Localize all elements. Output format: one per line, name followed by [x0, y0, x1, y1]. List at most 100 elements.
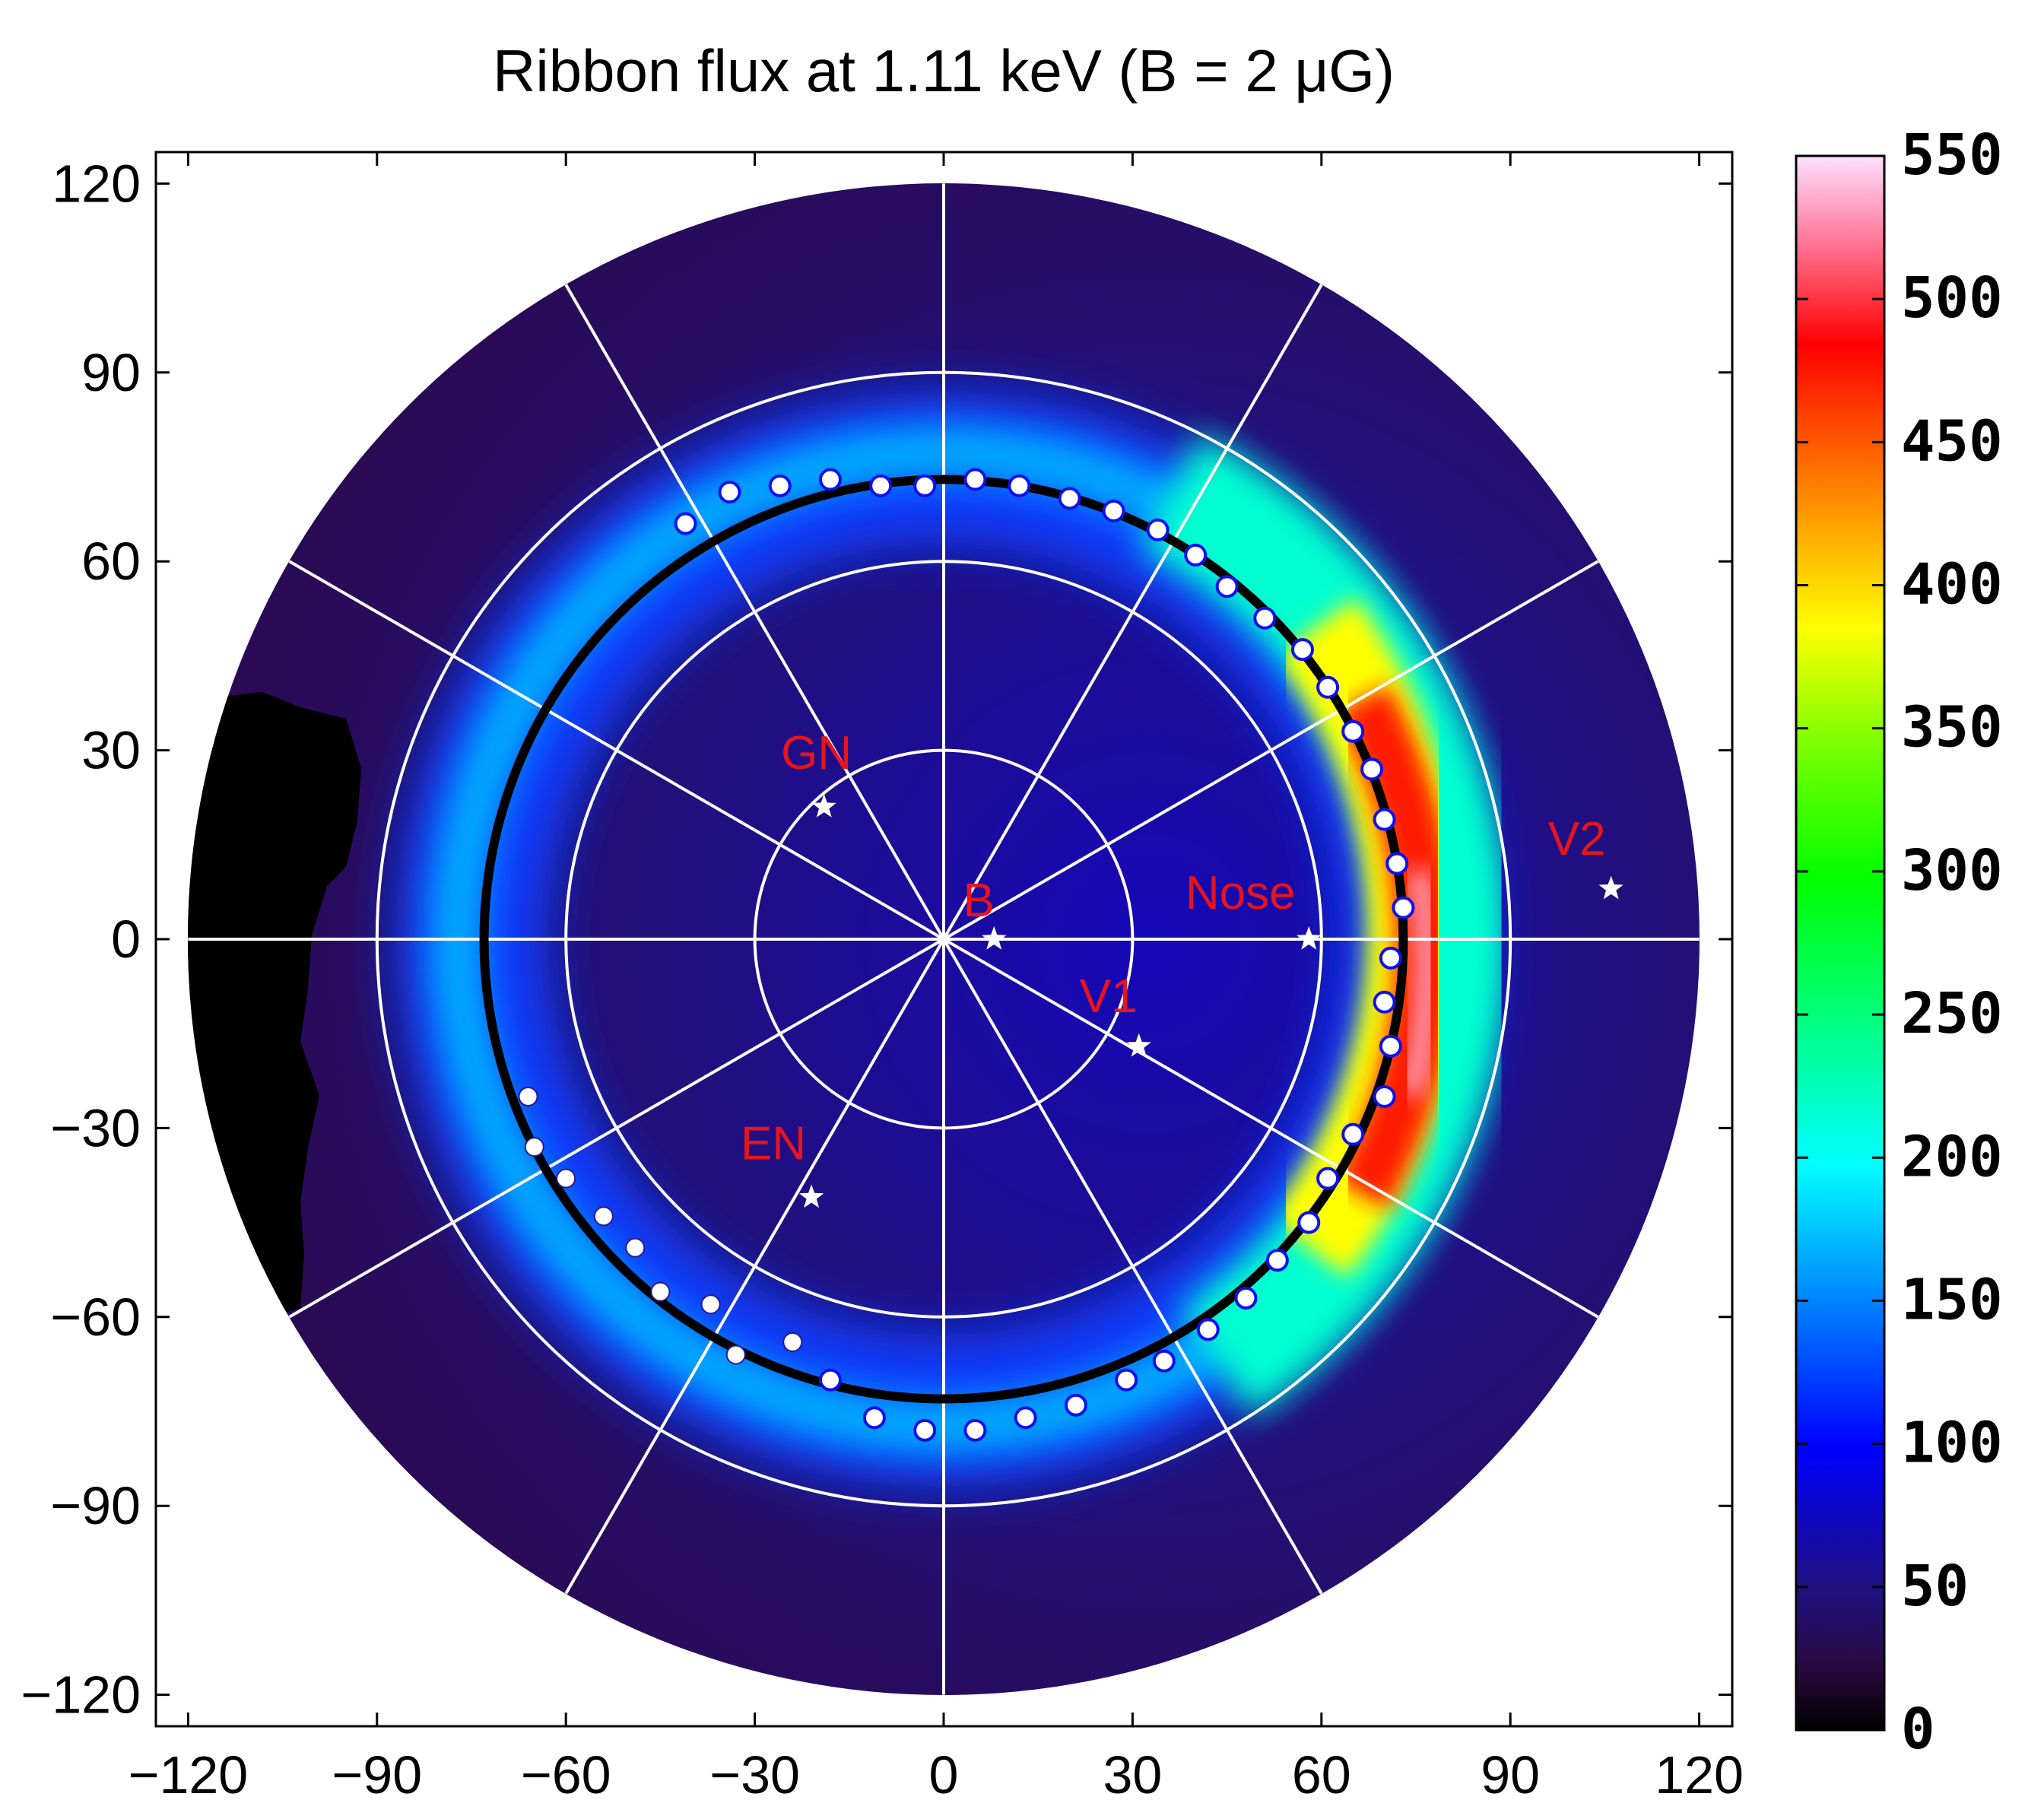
ribbon-point [1008, 474, 1031, 497]
ribbon-point-lower [625, 1237, 646, 1258]
colorbar-labels: 0 50 100 150 200 250 300 350 400 450 500 550 [1901, 122, 2003, 1762]
grid-spoke [943, 560, 1599, 941]
ribbon-point [1265, 1249, 1289, 1272]
y-tick-label: 90 [81, 343, 141, 402]
ribbon-point [1196, 1318, 1220, 1341]
grid-spoke [288, 938, 945, 1319]
chart-title: Ribbon flux at 1.11 keV (B = 2 μG) [493, 37, 1395, 104]
ribbon-point [1146, 518, 1170, 541]
ribbon-points [518, 468, 1415, 1442]
ribbon-point [913, 1418, 937, 1442]
ribbon-point [1341, 719, 1365, 743]
axis-ticks [156, 152, 1732, 1726]
ribbon-point [1058, 487, 1081, 510]
colorbar-tick-label: 300 [1901, 838, 2003, 903]
colorbar-tick-label: 400 [1901, 552, 2003, 617]
marker-label-v2: V2 [1548, 813, 1606, 865]
colorbar-tick-label: 150 [1901, 1267, 2003, 1332]
x-tick-label: 90 [1481, 1745, 1540, 1800]
colorbar-tick-label: 500 [1901, 265, 2003, 331]
ribbon-point [913, 474, 937, 497]
ribbon-point-lower [518, 1087, 538, 1106]
grid-spoke [942, 938, 1323, 1595]
colorbar-tick-label: 550 [1901, 122, 2003, 188]
ribbon-point-lower [650, 1281, 671, 1302]
grid-spoke [942, 938, 1599, 1319]
ribbon-point [1014, 1406, 1037, 1430]
grid-spoke [942, 284, 1323, 941]
y-tick-label: −60 [50, 1287, 141, 1347]
marker-star-v2 [1598, 875, 1623, 900]
marker-star-gn [811, 794, 836, 817]
ribbon-point [869, 474, 893, 497]
x-tick-label: −120 [129, 1745, 249, 1800]
ribbon-point [1379, 946, 1402, 970]
ribbon-point [1215, 575, 1239, 598]
colorbar-tick-label: 450 [1901, 408, 2003, 474]
y-tick-label: −120 [21, 1665, 141, 1725]
ribbon-point [768, 474, 792, 497]
ribbon-point [963, 1418, 987, 1442]
ribbon-point-lower [556, 1168, 576, 1189]
marker-star-b [982, 926, 1007, 950]
sky-markers: GN B Nose V1 EN V2 [741, 727, 1623, 1208]
ribbon-point [1373, 1085, 1396, 1108]
ribbon-point [1115, 1368, 1138, 1392]
ribbon-point [1379, 1034, 1402, 1058]
polar-grid [188, 183, 1700, 1695]
x-tick-label: 30 [1103, 1745, 1162, 1800]
ribbon-point-lower [700, 1294, 721, 1315]
ribbon-point [1184, 543, 1208, 567]
marker-star-v1 [1126, 1033, 1151, 1057]
ribbon-band-pink [1398, 868, 1440, 1099]
x-tick-label: 60 [1292, 1745, 1351, 1800]
colorbar-tick-label: 250 [1901, 981, 2003, 1046]
ribbon-point-lower [782, 1332, 803, 1352]
colorbar-tick-label: 100 [1901, 1411, 2003, 1476]
ribbon-point [1341, 1122, 1365, 1146]
ribbon-point [862, 1406, 886, 1430]
ribbon-point [1373, 990, 1396, 1014]
ribbon-point [1297, 1211, 1321, 1234]
y-tick-label: 60 [81, 532, 141, 591]
y-tick-labels: 120 90 60 30 0 −30 −60 −90 −120 [21, 154, 141, 1724]
y-tick-label: 30 [81, 721, 141, 780]
grid-spoke [288, 560, 944, 941]
colorbar-ticks [1796, 154, 1884, 1732]
ribbon-point-lower [524, 1137, 544, 1157]
ribbon-point [1316, 675, 1340, 699]
y-tick-label: −30 [50, 1098, 141, 1157]
ribbon-point [1360, 757, 1384, 781]
ribbon-fit-circle [479, 475, 1408, 1404]
ribbon-point [1253, 606, 1277, 630]
ribbon-point [674, 512, 697, 535]
x-tick-labels: −120 −90 −60 −30 0 30 60 90 120 [129, 1745, 1744, 1800]
ribbon-point [1234, 1286, 1258, 1310]
marker-star-nose [1297, 926, 1322, 950]
ribbon-point [1373, 808, 1396, 831]
ribbon-point [1102, 499, 1125, 522]
colorbar-tick-label: 350 [1901, 695, 2003, 760]
ribbon-point [818, 468, 842, 491]
ribbon-point [1385, 852, 1409, 875]
ribbon-point [963, 468, 987, 491]
colorbar-tick-label: 200 [1901, 1124, 2003, 1189]
x-tick-label: −60 [521, 1745, 611, 1800]
ribbon-point [1064, 1393, 1087, 1417]
marker-label-b: B [963, 875, 995, 927]
y-tick-label: 0 [111, 910, 141, 969]
grid-spoke [564, 284, 945, 940]
ribbon-point [818, 1368, 842, 1392]
x-tick-label: 0 [929, 1745, 959, 1800]
ribbon-point [718, 481, 741, 504]
ribbon-point [1290, 638, 1314, 662]
y-tick-label: 120 [52, 154, 141, 213]
colorbar [1795, 154, 1886, 1732]
ribbon-point [1316, 1167, 1340, 1190]
colorbar-tick-label: 50 [1901, 1554, 1969, 1619]
ribbon-point [1392, 896, 1415, 919]
ribbon-point-lower [593, 1206, 614, 1227]
marker-label-en: EN [741, 1117, 806, 1170]
y-tick-label: −90 [50, 1476, 141, 1535]
